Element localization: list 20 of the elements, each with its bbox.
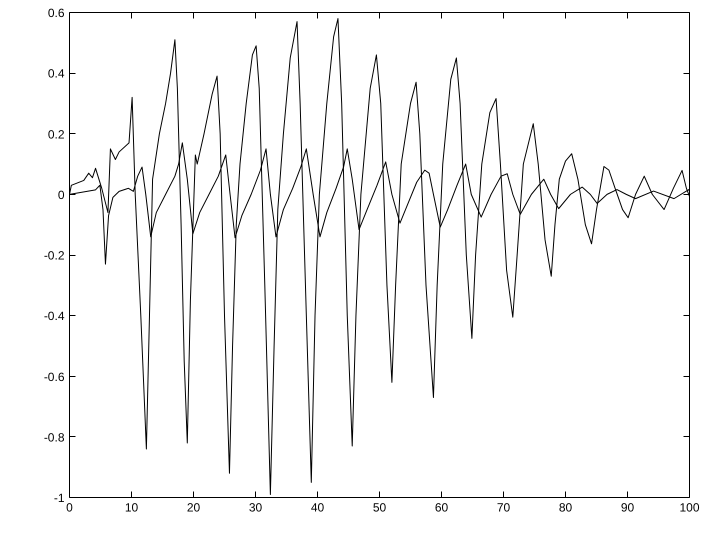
x-tick-label: 0 <box>66 500 74 514</box>
y-tick-label: -0.4 <box>44 309 65 324</box>
y-tick-label: 0.6 <box>48 6 65 20</box>
y-tick-label: -0.2 <box>44 248 65 262</box>
y-tick-label: 0.4 <box>48 66 65 81</box>
x-tick-label: 40 <box>310 500 324 514</box>
y-tick-label: -1 <box>54 491 65 505</box>
y-tick-label: -0.8 <box>44 430 65 444</box>
x-tick-label: 20 <box>186 500 200 514</box>
x-tick-label: 80 <box>558 500 572 514</box>
x-tick-label: 70 <box>496 500 510 514</box>
y-tick-label: 0.2 <box>48 127 65 142</box>
x-tick-label: 50 <box>372 500 386 514</box>
y-tick-label: 0 <box>58 188 65 202</box>
x-tick-label: 60 <box>434 500 448 514</box>
y-tick-label: -0.6 <box>44 370 65 384</box>
x-tick-label: 90 <box>620 500 634 514</box>
x-tick-label: 10 <box>124 500 138 514</box>
x-tick-label: 30 <box>248 500 262 514</box>
x-tick-label: 100 <box>679 500 700 514</box>
